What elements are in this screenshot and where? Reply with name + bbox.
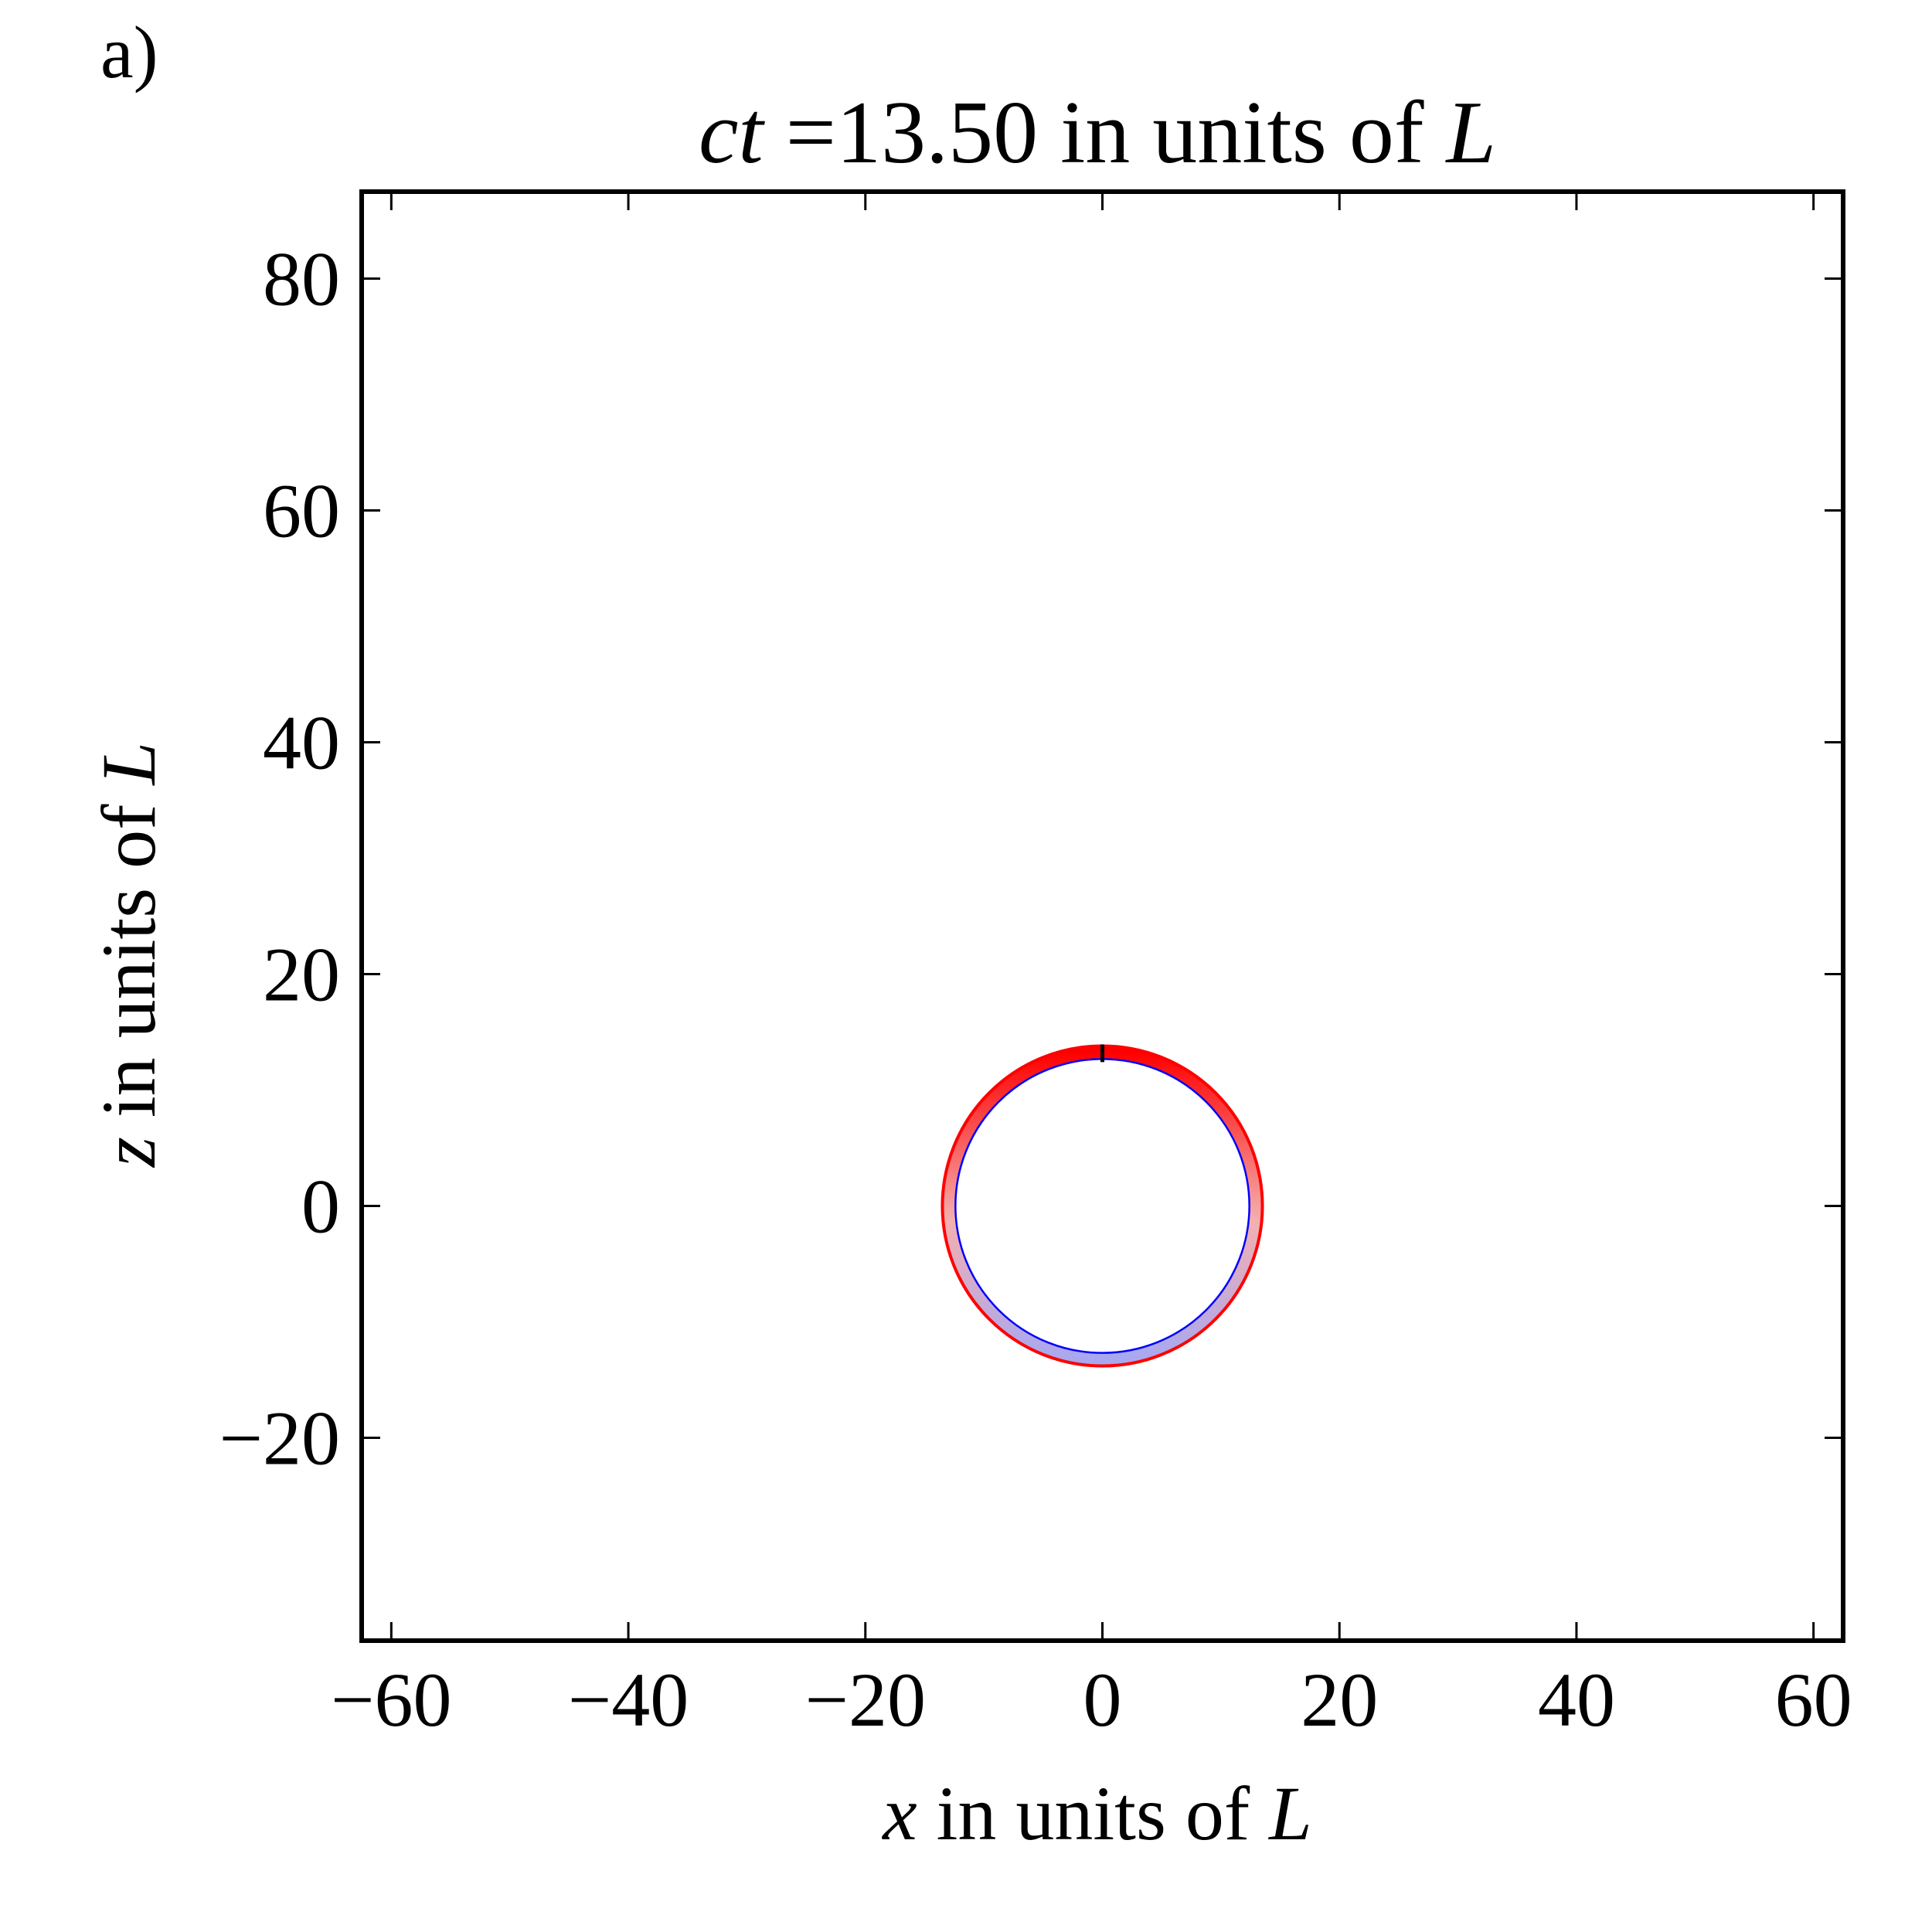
y-tick-label: 40 — [263, 700, 340, 786]
data-layer — [940, 1044, 1264, 1368]
plot-area: −60 −40 −20 0 20 40 60 −20 0 20 40 60 80 — [219, 189, 1852, 1743]
x-tick-label: 40 — [1538, 1657, 1615, 1743]
title-unit: L — [1445, 83, 1497, 182]
x-ticks: −60 −40 −20 0 20 40 60 — [331, 192, 1852, 1743]
y-tick-label: 0 — [301, 1164, 340, 1250]
plot-frame — [359, 189, 1845, 1643]
y-tick-label: 80 — [263, 236, 340, 322]
shell-inner-edge — [954, 1058, 1250, 1354]
x-axis-text: in units of — [917, 1770, 1270, 1856]
y-axis-variable: z — [86, 1137, 172, 1168]
panel-label: a) — [100, 11, 158, 94]
x-tick-label: −20 — [805, 1657, 926, 1743]
x-tick-label: −60 — [331, 1657, 451, 1743]
x-tick-label: −40 — [568, 1657, 689, 1743]
title-variable: ct — [699, 83, 765, 182]
x-axis-unit: L — [1267, 1770, 1312, 1856]
y-tick-label: 60 — [263, 468, 340, 554]
y-tick-label: 20 — [263, 932, 340, 1018]
shell-band — [942, 1046, 1263, 1366]
y-ticks: −20 0 20 40 60 80 — [219, 236, 1843, 1481]
x-tick-label: 20 — [1301, 1657, 1378, 1743]
x-axis-variable: x — [881, 1770, 917, 1856]
x-axis-label: x in units of L — [881, 1770, 1312, 1856]
y-axis-label: z in units of L — [86, 742, 172, 1168]
y-axis-text: in units of — [86, 785, 172, 1138]
y-tick-label: −20 — [219, 1396, 340, 1481]
x-tick-label: 0 — [1083, 1657, 1122, 1743]
title-value: =13.50 in units of — [764, 83, 1447, 182]
y-axis-unit: L — [86, 742, 172, 787]
chart-title: ct =13.50 in units of L — [699, 83, 1496, 182]
x-tick-label: 60 — [1775, 1657, 1852, 1743]
